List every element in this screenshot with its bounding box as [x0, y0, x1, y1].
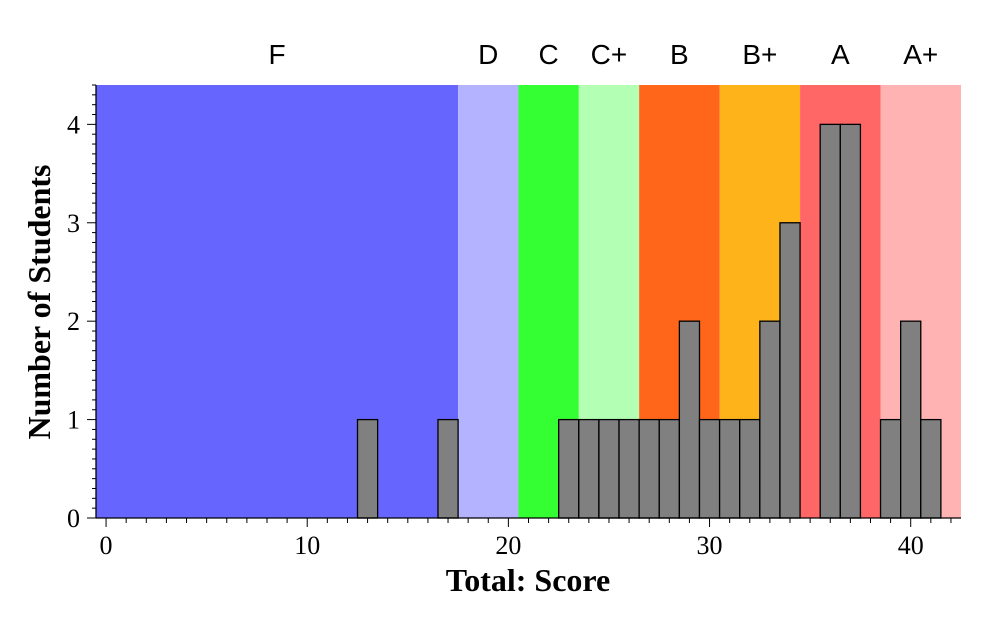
histogram-bar-score-28	[658, 418, 681, 519]
grade-label-c: C	[538, 39, 558, 70]
grade-label-a: A	[831, 39, 850, 70]
axes	[87, 84, 961, 527]
histogram-bar-score-26	[618, 418, 640, 519]
x-tick-label: 30	[697, 531, 723, 560]
histogram-bar-score-32	[739, 418, 761, 519]
histogram-bar-score-31	[718, 418, 741, 519]
x-axis-title: Total: Score	[446, 562, 610, 598]
x-tick-label: 0	[100, 531, 113, 560]
histogram-bar-score-33	[759, 320, 781, 519]
histogram-bar-score-27	[638, 418, 660, 519]
x-tick-label: 20	[495, 531, 521, 560]
grade-label-b: B	[670, 39, 689, 70]
x-tick-label: 40	[898, 531, 924, 560]
histogram-bar-score-36	[819, 123, 841, 519]
histogram-bar-score-17	[437, 418, 459, 519]
grade-label-d: D	[478, 39, 498, 70]
histogram-bar-score-24	[578, 418, 600, 519]
histogram-bar-score-39	[879, 418, 902, 519]
y-tick-label: 3	[67, 209, 80, 238]
histogram-bar-score-29	[678, 320, 701, 519]
grade-label-f: F	[268, 39, 285, 70]
histogram-bar-score-30	[698, 418, 721, 519]
histogram-bar-score-40	[900, 320, 922, 519]
histogram-bar-score-37	[839, 123, 862, 519]
histogram-bar-score-41	[920, 418, 942, 519]
histogram-bar-score-13	[356, 418, 379, 519]
histogram-bar-score-34	[779, 222, 801, 519]
y-tick-label: 0	[67, 504, 80, 533]
y-axis-title: Number of Students	[21, 165, 57, 440]
histogram-bar-score-23	[558, 418, 580, 519]
y-tick-label: 1	[67, 406, 80, 435]
grade-label-b-plus: B+	[742, 39, 777, 70]
grade-labels: F D C C+ B B+ A A+	[268, 39, 938, 70]
grade-label-a-plus: A+	[903, 39, 938, 70]
x-tick-label: 10	[294, 531, 320, 560]
histogram-bars	[356, 123, 942, 519]
x-tick-labels: 0 10 20 30 40	[100, 531, 924, 560]
grade-label-c-plus: C+	[591, 39, 628, 70]
y-tick-label: 2	[67, 307, 80, 336]
y-tick-label: 4	[67, 110, 80, 139]
grade-band-f	[96, 85, 459, 518]
histogram-bar-score-25	[598, 418, 620, 519]
grade-band-d	[458, 85, 519, 518]
y-tick-labels: 0 1 2 3 4	[67, 110, 80, 533]
